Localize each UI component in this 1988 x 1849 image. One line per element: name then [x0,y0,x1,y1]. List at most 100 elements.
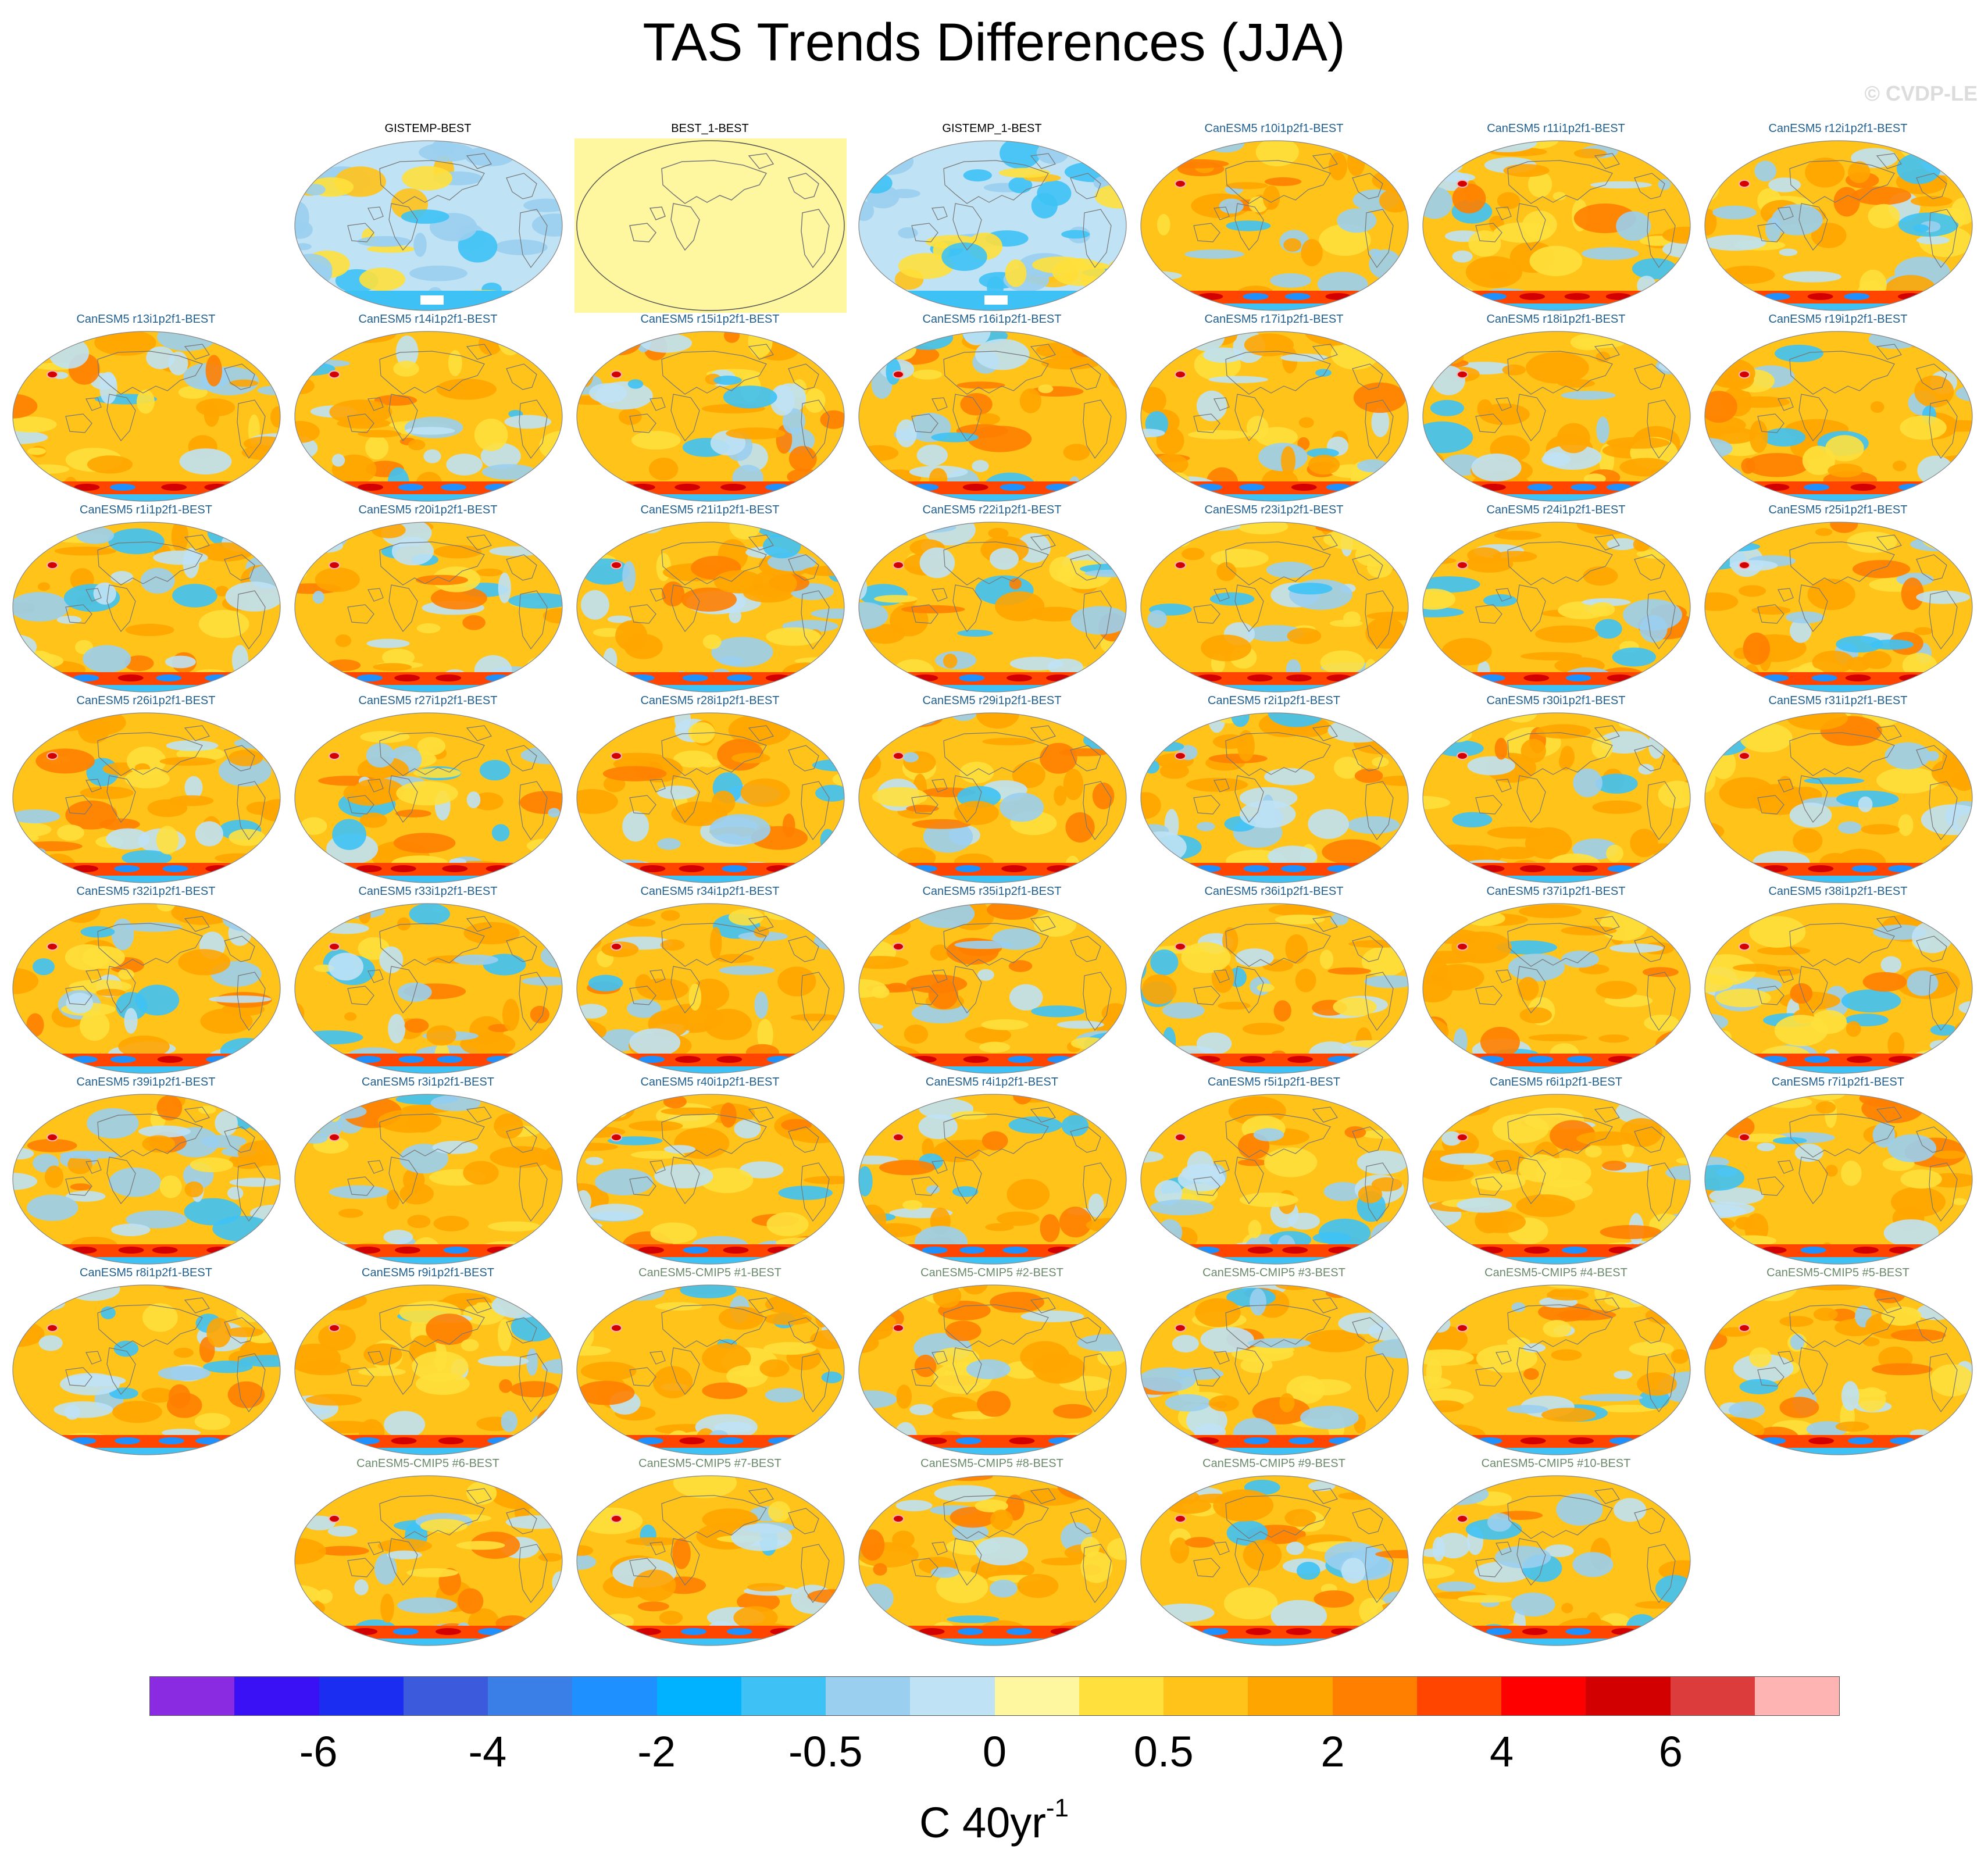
map-anomaly-patch [1754,160,1777,182]
map-outline [576,1094,845,1265]
coastline [1647,1544,1676,1604]
map-anomaly-patch [936,1570,988,1604]
map-anomaly-patch [602,766,667,781]
world-map [294,903,563,1074]
map-anomaly-patch [1020,1310,1084,1322]
panel-title: CanESM5 r2i1p2f1-BEST [1208,694,1340,707]
map-southern-patch [679,865,705,872]
map-anomaly-patch [1630,870,1690,881]
map-southern-band [1423,1435,1690,1448]
coastline [661,1495,767,1539]
map-panel: CanESM5 r1i1p2f1-BEST [6,502,286,698]
coastline [1070,363,1101,390]
map-anomaly-patch [754,991,769,1019]
map-anomaly-patch [526,656,558,675]
map-hotspot [47,752,58,760]
coastline [911,1367,938,1387]
map-southern-patch [587,865,613,872]
map-anomaly-patch [916,444,948,466]
coastline [952,966,982,1013]
coastline [466,1297,492,1313]
panel-title: CanESM5 r38i1p2f1-BEST [1768,885,1908,898]
coastline [670,966,700,1013]
map-southern-patch [723,1247,749,1254]
coastline [388,584,418,632]
panel-title: CanESM5 r40i1p2f1-BEST [640,1076,780,1088]
map-anomaly-patch [1583,473,1606,484]
map-hotspot [1739,943,1750,951]
map-anomaly-patch [488,1221,541,1232]
map-anomaly-patch [885,483,904,501]
map-southern-patch [1150,865,1176,872]
map-southern-patch [805,1056,831,1063]
map-anomaly-patch [305,1394,362,1406]
map-anomaly-patch [1503,164,1550,177]
coastline [97,1113,203,1158]
map-southern-band [577,672,844,685]
map-anomaly-patch [13,592,69,622]
map-anomaly-patch [1211,548,1269,568]
map-southern-patch [1435,1056,1461,1063]
coastline [1213,206,1230,220]
map-hotspot [47,943,58,951]
map-southern-band [1423,1626,1690,1639]
map-southern-patch [637,1437,663,1444]
coastline [1516,203,1546,251]
map-anomaly-patch [518,728,548,738]
map-anomaly-patch [329,399,392,424]
coastline [952,775,982,823]
map-anomaly-patch [1036,142,1069,165]
coastline [1647,399,1676,459]
map-southern-patch [435,1628,461,1635]
map-anomaly-patch [1616,211,1651,241]
map-anomaly-patch [1141,831,1187,863]
map-anomaly-patch [1712,467,1743,487]
coastline [1213,1160,1230,1174]
map-anomaly-patch [1371,1635,1408,1645]
coastline [506,173,537,199]
coastline [65,986,92,1005]
map-southern-patch [313,674,339,681]
map-anomaly-patch [821,1371,843,1383]
map-southern-patch [1844,293,1870,300]
page-title: TAS Trends Differences (JJA) [643,13,1345,72]
map-anomaly-patch [1264,768,1315,786]
map-anomaly-patch [1595,619,1622,639]
coastline [1634,1126,1665,1153]
map-anomaly-patch [1494,531,1542,540]
map-southern-patch [585,1247,611,1254]
coastline [1193,223,1220,242]
map-anomaly-patch [1638,763,1654,775]
map-anomaly-patch [1012,762,1045,788]
map-southern-patch [390,865,416,872]
coastline [1634,745,1665,772]
map-anomaly-patch [1705,592,1739,611]
world-map [576,903,845,1074]
map-anomaly-patch [526,838,562,853]
map-anomaly-patch [1813,1308,1838,1321]
map-southern-patch [1331,1628,1357,1635]
world-map [1140,903,1409,1074]
map-southern-patch [1244,1437,1270,1444]
coastline [347,1367,374,1387]
coastline [466,725,492,741]
map-anomaly-patch [1423,342,1434,374]
map-southern-patch [205,865,231,872]
coastline [347,413,374,433]
map-anomaly-patch [859,825,867,854]
map-anomaly-patch [963,169,992,182]
map-anomaly-patch [1604,1293,1650,1308]
coastline [1352,173,1383,199]
map-anomaly-patch [1434,1097,1490,1117]
coastline [184,725,210,741]
coastline [1876,725,1902,741]
map-anomaly-patch [1526,352,1589,384]
map-panel: CanESM5 r5i1p2f1-BEST [1134,1075,1414,1270]
map-anomaly-patch [391,537,434,566]
coastline [1507,160,1613,204]
map-southern-patch [716,1056,743,1063]
map-anomaly-patch [205,355,222,387]
colorbar-tick-label: 6 [1658,1727,1683,1776]
map-anomaly-patch [1423,1167,1474,1181]
map-anomaly-patch [332,819,366,850]
